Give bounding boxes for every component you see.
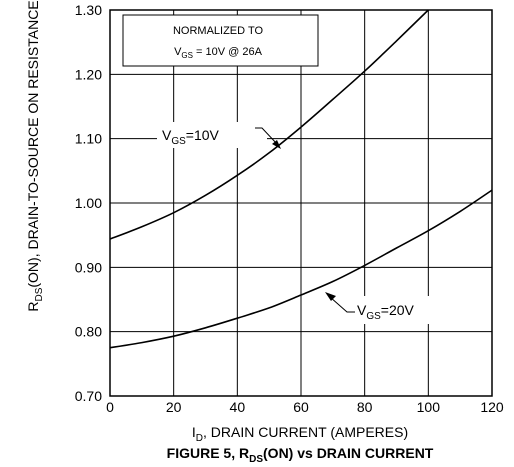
y-tick-label: 1.10 — [75, 131, 102, 147]
series-line-1 — [109, 189, 493, 349]
y-tick-label: 1.20 — [75, 66, 102, 82]
plot-frame — [109, 9, 493, 397]
y-axis-label: RDS(ON), DRAIN-TO-SOURCE ON RESISTANCE — [25, 0, 45, 311]
normalization-note: NORMALIZED TO VGS = 10V @ 26A — [122, 14, 319, 67]
label-leader — [255, 127, 279, 146]
leader-arrowhead — [325, 292, 336, 301]
tick-labels: 0 20 40 60 80 100 120 0.70 0.80 0.90 1.00 1.10 1.20 1… — [75, 2, 504, 415]
label-mask — [157, 122, 267, 148]
series-label-vgs-20v: VGS=20V — [325, 292, 464, 324]
note-line-1: NORMALIZED TO — [173, 25, 263, 37]
x-tick-label: 60 — [293, 399, 309, 415]
y-tick-label: 0.70 — [75, 388, 102, 404]
x-tick-label: 100 — [417, 399, 441, 415]
y-tick-label: 0.80 — [75, 324, 102, 340]
series-line-0 — [109, 9, 429, 240]
label-leader — [329, 296, 355, 313]
note-line-2: VGS = 10V @ 26A — [174, 46, 263, 60]
x-tick-label: 0 — [106, 399, 114, 415]
series-label-text: VGS=20V — [357, 302, 415, 322]
grid-lines — [110, 10, 492, 396]
figure-caption: FIGURE 5, RDS(ON) vs DRAIN CURRENT — [167, 445, 434, 465]
x-tick-label: 80 — [357, 399, 373, 415]
leader-arrowhead — [272, 140, 281, 149]
y-tick-label: 1.00 — [75, 195, 102, 211]
note-box — [122, 14, 319, 67]
x-tick-label: 40 — [230, 399, 246, 415]
curves — [109, 9, 493, 349]
x-tick-label: 120 — [480, 399, 504, 415]
series-label-text: VGS=10V — [162, 127, 220, 147]
x-axis-label: ID, DRAIN CURRENT (AMPERES) — [192, 424, 408, 444]
series-label-vgs-10v: VGS=10V — [157, 122, 281, 149]
x-tick-label: 20 — [166, 399, 182, 415]
y-tick-label: 1.30 — [75, 2, 102, 18]
label-mask — [352, 296, 464, 324]
y-tick-label: 0.90 — [75, 259, 102, 275]
